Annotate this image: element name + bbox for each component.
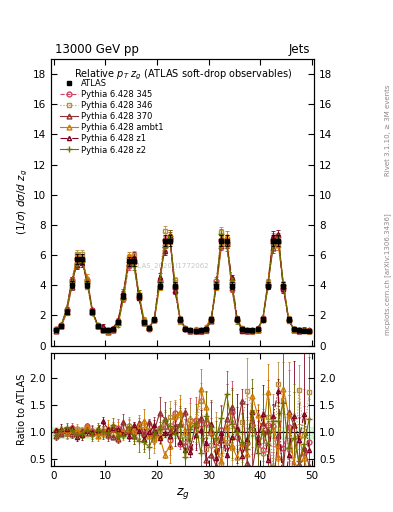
Text: Jets: Jets — [289, 44, 310, 56]
Text: mcplots.cern.ch [arXiv:1306.3436]: mcplots.cern.ch [arXiv:1306.3436] — [384, 213, 391, 335]
Text: Rivet 3.1.10, ≥ 3M events: Rivet 3.1.10, ≥ 3M events — [385, 85, 391, 176]
X-axis label: $z_g$: $z_g$ — [176, 486, 190, 501]
Text: Relative $p_T$ $z_g$ (ATLAS soft-drop observables): Relative $p_T$ $z_g$ (ATLAS soft-drop ob… — [73, 68, 292, 82]
Text: ATLAS_2020_I1772062: ATLAS_2020_I1772062 — [130, 262, 209, 269]
Legend: ATLAS, Pythia 6.428 345, Pythia 6.428 346, Pythia 6.428 370, Pythia 6.428 ambt1,: ATLAS, Pythia 6.428 345, Pythia 6.428 34… — [58, 77, 165, 156]
Text: 13000 GeV pp: 13000 GeV pp — [55, 44, 139, 56]
Bar — [51, 426, 314, 438]
Y-axis label: Ratio to ATLAS: Ratio to ATLAS — [17, 374, 27, 445]
Y-axis label: $(1/\sigma)$ $d\sigma/d$ $z_g$: $(1/\sigma)$ $d\sigma/d$ $z_g$ — [16, 169, 30, 236]
